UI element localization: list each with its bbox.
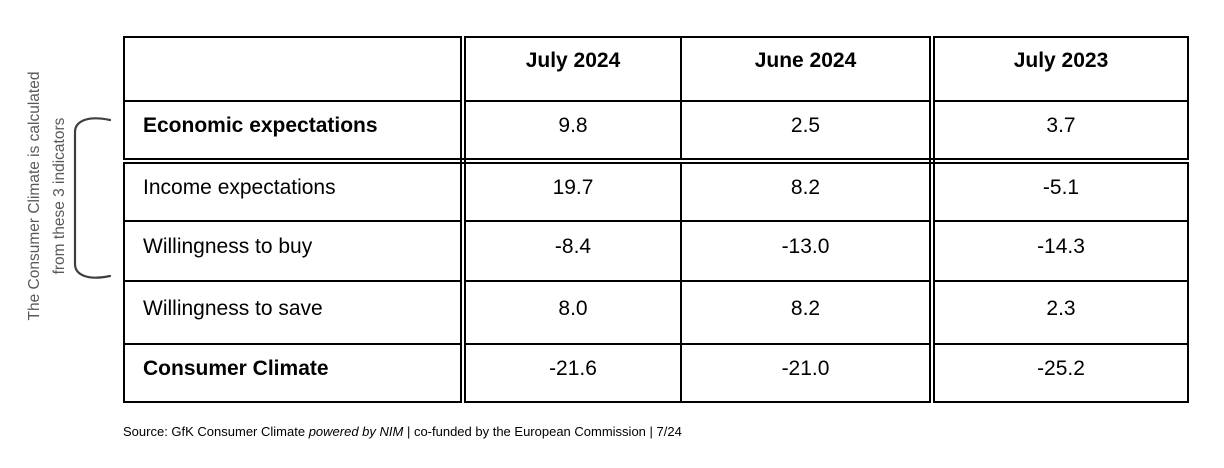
value-cell: 3.7: [931, 100, 1189, 164]
value-cell: 2.5: [680, 100, 935, 164]
grouping-bracket-icon: [73, 117, 112, 279]
table-row-willingness-to-buy: Willingness to buy -8.4 -13.0 -14.3: [123, 220, 1189, 282]
column-header-july-2023: July 2023: [931, 36, 1189, 102]
value-cell: 8.0: [462, 280, 682, 345]
value-cell: -25.2: [931, 343, 1189, 403]
value-cell: -13.0: [680, 220, 935, 282]
row-label: Income expectations: [123, 160, 466, 222]
row-label: Consumer Climate: [123, 343, 466, 403]
value-cell: 19.7: [462, 160, 682, 222]
table-row-economic-expectations: Economic expectations 9.8 2.5 3.7: [123, 100, 1189, 164]
value-cell: -21.6: [462, 343, 682, 403]
consumer-climate-table: July 2024 June 2024 July 2023 Economic e…: [123, 36, 1189, 403]
source-italic: powered by NIM: [308, 424, 404, 439]
table-row-income-expectations: Income expectations 19.7 8.2 -5.1: [123, 160, 1189, 222]
annotation-vertical-text: The Consumer Climate is calculated from …: [22, 56, 72, 336]
value-cell: -14.3: [931, 220, 1189, 282]
column-header-july-2024: July 2024: [462, 36, 682, 102]
value-cell: -5.1: [931, 160, 1189, 222]
column-header-june-2024: June 2024: [680, 36, 935, 102]
value-cell: 2.3: [931, 280, 1189, 345]
value-cell: 8.2: [680, 160, 935, 222]
corner-cell: [123, 36, 466, 102]
row-label: Economic expectations: [123, 100, 466, 164]
table-row-consumer-climate: Consumer Climate -21.6 -21.0 -25.2: [123, 343, 1189, 403]
value-cell: -8.4: [462, 220, 682, 282]
source-prefix: Source: GfK Consumer Climate: [123, 424, 309, 439]
source-suffix: | co-funded by the European Commission |…: [403, 424, 682, 439]
annotation-line-1: The Consumer Climate is calculated: [26, 71, 43, 321]
header-row: July 2024 June 2024 July 2023: [123, 36, 1189, 102]
source-caption: Source: GfK Consumer Climate powered by …: [123, 424, 682, 439]
value-cell: 8.2: [680, 280, 935, 345]
table-row-willingness-to-save: Willingness to save 8.0 8.2 2.3: [123, 280, 1189, 345]
value-cell: -21.0: [680, 343, 935, 403]
row-label: Willingness to buy: [123, 220, 466, 282]
value-cell: 9.8: [462, 100, 682, 164]
row-label: Willingness to save: [123, 280, 466, 345]
